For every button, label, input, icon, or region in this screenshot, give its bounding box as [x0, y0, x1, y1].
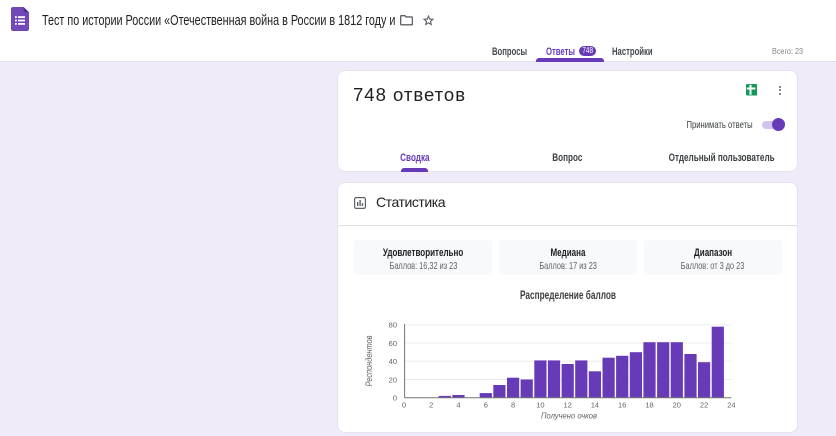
- svg-text:0: 0: [393, 394, 397, 403]
- svg-text:10: 10: [536, 401, 544, 410]
- svg-text:8: 8: [511, 401, 515, 410]
- svg-text:6: 6: [484, 401, 488, 410]
- svg-text:14: 14: [591, 401, 599, 410]
- svg-text:Распределение баллов: Распределение баллов: [520, 290, 616, 302]
- svg-text:12: 12: [564, 401, 572, 410]
- svg-text:40: 40: [389, 357, 397, 366]
- svg-text:2: 2: [429, 401, 433, 410]
- svg-text:80: 80: [389, 321, 397, 330]
- svg-text:Получено очков: Получено очков: [541, 411, 598, 421]
- svg-text:0: 0: [402, 401, 406, 410]
- svg-text:20: 20: [389, 375, 397, 384]
- svg-text:4: 4: [456, 401, 460, 410]
- svg-text:18: 18: [645, 401, 653, 410]
- svg-text:22: 22: [700, 401, 708, 410]
- svg-text:60: 60: [389, 339, 397, 348]
- svg-text:20: 20: [673, 401, 681, 410]
- svg-text:24: 24: [727, 401, 735, 410]
- svg-text:Респондентов: Респондентов: [364, 335, 374, 386]
- svg-text:16: 16: [618, 401, 626, 410]
